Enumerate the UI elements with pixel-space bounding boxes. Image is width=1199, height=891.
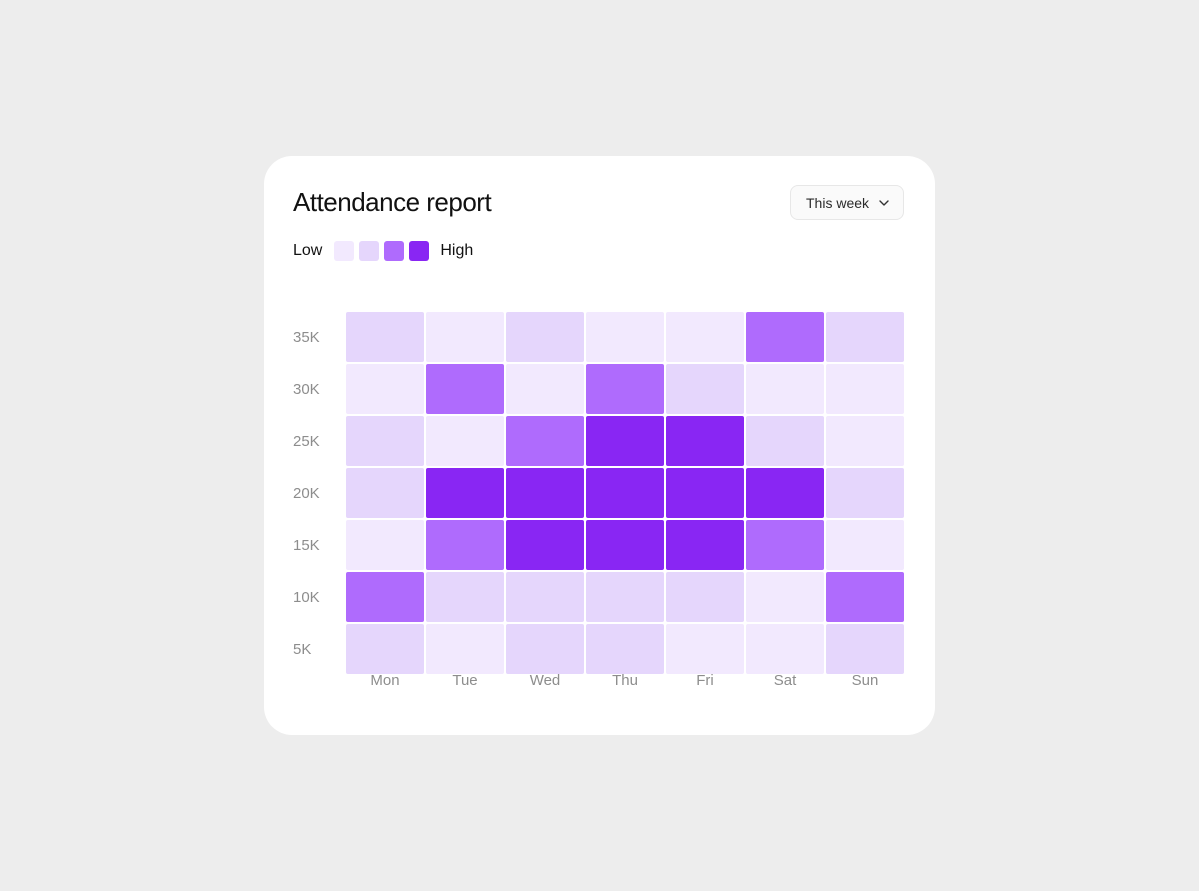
- heatmap-cell-mon-5k: [346, 624, 424, 674]
- y-tick-label: 5K: [293, 641, 311, 658]
- heatmap-cell-tue-5k: [426, 624, 504, 674]
- x-tick-label: Wed: [530, 672, 561, 689]
- heatmap-cell-fri-25k: [666, 416, 744, 466]
- heatmap-cell-mon-15k: [346, 520, 424, 570]
- y-tick-label: 10K: [293, 589, 320, 606]
- heatmap-cell-fri-30k: [666, 364, 744, 414]
- heatmap-cell-wed-15k: [506, 520, 584, 570]
- heatmap-cell-sat-10k: [746, 572, 824, 622]
- legend-low-label: Low: [293, 242, 323, 259]
- period-dropdown-value: This week: [806, 194, 870, 211]
- heatmap-cell-wed-10k: [506, 572, 584, 622]
- card-title: Attendance report: [293, 187, 492, 217]
- heatmap-cell-wed-25k: [506, 416, 584, 466]
- y-tick-label: 30K: [293, 381, 320, 398]
- heatmap-cell-tue-20k: [426, 468, 504, 518]
- heatmap-cell-sun-5k: [826, 624, 904, 674]
- x-tick-label: Sat: [774, 672, 797, 689]
- legend-swatch-2: [359, 241, 380, 261]
- heatmap-cell-sun-30k: [826, 364, 904, 414]
- heatmap-cell-thu-20k: [586, 468, 664, 518]
- y-tick-label: 25K: [293, 433, 320, 450]
- heatmap-cell-wed-20k: [506, 468, 584, 518]
- heatmap-cell-sun-20k: [826, 468, 904, 518]
- heatmap-cell-thu-25k: [586, 416, 664, 466]
- x-tick-label: Thu: [612, 672, 638, 689]
- chevron-down-icon: [879, 200, 889, 206]
- heatmap-cell-sat-20k: [746, 468, 824, 518]
- heatmap-cell-tue-30k: [426, 364, 504, 414]
- legend-swatch-3: [384, 241, 405, 261]
- heatmap-cell-sat-25k: [746, 416, 824, 466]
- attendance-heatmap: 35K 30K 25K 20K 15K 10K 5K Mon Tue Wed Thu Fri Sat Su…: [293, 312, 904, 689]
- color-legend: Low High: [293, 241, 473, 261]
- y-tick-label: 35K: [293, 329, 320, 346]
- y-tick-label: 15K: [293, 537, 320, 554]
- period-dropdown[interactable]: This week: [790, 185, 904, 220]
- heatmap-cell-fri-15k: [666, 520, 744, 570]
- heatmap-cell-tue-10k: [426, 572, 504, 622]
- x-tick-label: Fri: [696, 672, 714, 689]
- heatmap-cell-fri-5k: [666, 624, 744, 674]
- heatmap-cell-tue-15k: [426, 520, 504, 570]
- heatmap-cell-sat-5k: [746, 624, 824, 674]
- heatmap-cell-mon-30k: [346, 364, 424, 414]
- legend-high-label: High: [440, 242, 474, 259]
- heatmap-cell-sat-30k: [746, 364, 824, 414]
- heatmap-cell-wed-5k: [506, 624, 584, 674]
- heatmap-cell-sun-35k: [826, 312, 904, 362]
- heatmap-cell-sun-25k: [826, 416, 904, 466]
- heatmap-cell-mon-35k: [346, 312, 424, 362]
- heatmap-cell-thu-10k: [586, 572, 664, 622]
- heatmap-cell-wed-30k: [506, 364, 584, 414]
- heatmap-cell-mon-10k: [346, 572, 424, 622]
- heatmap-cell-fri-20k: [666, 468, 744, 518]
- heatmap-cell-thu-15k: [586, 520, 664, 570]
- heatmap-cell-sat-35k: [746, 312, 824, 362]
- attendance-card: Attendance report This week Low High 35K…: [264, 156, 935, 735]
- heatmap-cell-sun-10k: [826, 572, 904, 622]
- heatmap-cell-thu-35k: [586, 312, 664, 362]
- heatmap-cell-tue-25k: [426, 416, 504, 466]
- legend-swatch-1: [334, 241, 355, 261]
- heatmap-cell-thu-30k: [586, 364, 664, 414]
- x-tick-label: Sun: [852, 672, 879, 689]
- x-tick-label: Tue: [452, 672, 477, 689]
- heatmap-cell-thu-5k: [586, 624, 664, 674]
- heatmap-cell-sun-15k: [826, 520, 904, 570]
- heatmap-cell-fri-10k: [666, 572, 744, 622]
- x-tick-label: Mon: [370, 672, 399, 689]
- y-tick-label: 20K: [293, 485, 320, 502]
- heatmap-cell-sat-15k: [746, 520, 824, 570]
- heatmap-cell-wed-35k: [506, 312, 584, 362]
- legend-swatch-4: [409, 241, 430, 261]
- heatmap-cell-mon-25k: [346, 416, 424, 466]
- heatmap-cell-tue-35k: [426, 312, 504, 362]
- heatmap-cell-mon-20k: [346, 468, 424, 518]
- heatmap-cell-fri-35k: [666, 312, 744, 362]
